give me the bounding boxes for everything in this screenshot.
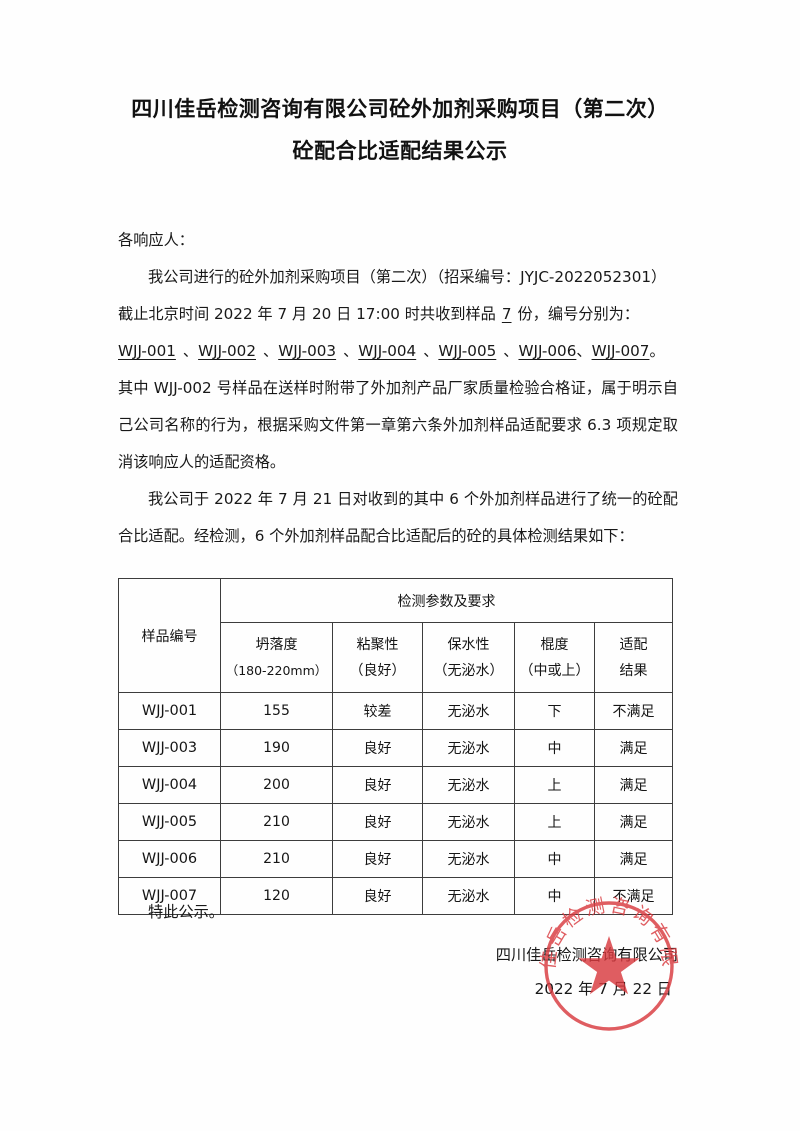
paragraph-3: 我公司于 2022 年 7 月 21 日对收到的其中 6 个外加剂样品进行了统一…: [118, 490, 678, 545]
header-cohesion-name: 粘聚性: [356, 636, 399, 653]
cell-sample-id: WJJ-004: [118, 766, 221, 804]
paragraph-2: 其中 WJJ-002 号样品在送样时附带了外加剂产品厂家质量检验合格证，属于明示…: [118, 379, 678, 471]
sep-5: 、: [503, 342, 519, 360]
cell-stiffness: 上: [514, 766, 595, 804]
signature-block: 四川佳岳检测咨询有限公司 2022 年 7 月 22 日: [360, 938, 678, 1006]
document-body: 各响应人： 我公司进行的砼外加剂采购项目（第二次）（招采编号：JYJC-2022…: [118, 222, 678, 555]
cell-stiffness: 下: [514, 692, 595, 730]
sep-6: 、: [576, 342, 592, 360]
cell-result: 满足: [593, 766, 674, 804]
cell-water-retention: 无泌水: [422, 692, 515, 730]
cell-water-retention: 无泌水: [422, 840, 515, 878]
cell-stiffness: 中: [514, 877, 595, 915]
title-line-1: 四川佳岳检测咨询有限公司砼外加剂采购项目（第二次）: [131, 96, 669, 121]
header-slump-name: 坍落度: [255, 636, 298, 653]
list-terminator: 。: [649, 342, 665, 360]
cell-sample-id: WJJ-006: [118, 840, 221, 878]
header-water-retention-name: 保水性: [447, 636, 490, 653]
cell-result: 满足: [593, 729, 674, 767]
results-table-wrapper: 样品编号 检测参数及要求 坍落度 （180-220mm） 粘聚性 （良好） 保水…: [118, 578, 674, 915]
sep-3: 、: [343, 342, 359, 360]
table-header-row-sub: 坍落度 （180-220mm） 粘聚性 （良好） 保水性 （无泌水） 棍度 （中…: [119, 622, 674, 693]
cell-slump: 190: [220, 729, 333, 767]
header-slump-unit: （180-220mm）: [225, 662, 328, 678]
paragraph-1-line-2: 截止北京时间 2022 年 7 月 20 日 17:00 时共收到样品 7 份，编号…: [118, 296, 678, 333]
cell-slump: 210: [220, 840, 333, 878]
sample-id-3: WJJ-003: [278, 342, 337, 360]
header-result-unit: 结果: [619, 662, 648, 679]
cell-result: 满足: [593, 803, 674, 841]
cell-cohesion: 良好: [332, 729, 423, 767]
cell-slump: 155: [220, 692, 333, 730]
cell-sample-id: WJJ-001: [118, 692, 221, 730]
header-slump: 坍落度 （180-220mm）: [220, 622, 333, 693]
cell-cohesion: 良好: [332, 766, 423, 804]
table-row: WJJ-006 210 良好 无泌水 中 满足: [118, 840, 674, 878]
cell-stiffness: 中: [514, 729, 595, 767]
header-water-retention: 保水性 （无泌水）: [422, 622, 515, 693]
header-stiffness-unit: （中或上）: [519, 662, 590, 679]
header-cohesion-unit: （良好）: [349, 662, 406, 679]
cell-stiffness: 上: [514, 803, 595, 841]
sample-count-prefix: 截止北京时间 2022 年 7 月 20 日 17:00 时共收到样品: [118, 305, 496, 323]
cell-water-retention: 无泌水: [422, 877, 515, 915]
table-row: WJJ-001 155 较差 无泌水 下 不满足: [118, 692, 674, 730]
cell-result: 满足: [593, 840, 674, 878]
header-result: 适配 结果: [593, 622, 674, 693]
cell-cohesion: 较差: [332, 692, 423, 730]
cell-result: 不满足: [593, 692, 674, 730]
sample-id-2: WJJ-002: [198, 342, 256, 360]
table-header-row-group: 样品编号 检测参数及要求: [118, 578, 674, 693]
cell-water-retention: 无泌水: [422, 766, 515, 804]
cell-sample-id: WJJ-005: [118, 803, 221, 841]
header-stiffness-name: 棍度: [540, 636, 569, 653]
salutation: 各响应人：: [118, 231, 194, 249]
cell-sample-id: WJJ-003: [118, 729, 221, 767]
header-water-retention-unit: （无泌水）: [433, 662, 504, 679]
table-row: WJJ-004 200 良好 无泌水 上 满足: [118, 766, 674, 804]
header-parameters-group: 检测参数及要求: [219, 578, 674, 623]
cell-slump: 200: [220, 766, 333, 804]
cell-cohesion: 良好: [332, 803, 423, 841]
cell-stiffness: 中: [514, 840, 595, 878]
sample-id-7: WJJ-007: [591, 342, 650, 360]
cell-cohesion: 良好: [332, 877, 423, 915]
sample-id-5: WJJ-005: [438, 342, 497, 360]
title-line-2: 砼配合比适配结果公示: [292, 138, 508, 163]
cell-water-retention: 无泌水: [422, 729, 515, 767]
cell-result: 不满足: [593, 877, 674, 915]
header-sample-id: 样品编号: [118, 578, 221, 693]
cell-cohesion: 良好: [332, 840, 423, 878]
sample-id-6: WJJ-006: [518, 342, 577, 360]
closing-notice: 特此公示。: [148, 903, 224, 921]
cell-slump: 120: [220, 877, 333, 915]
sample-id-4: WJJ-004: [358, 342, 417, 360]
sample-id-list: WJJ-001 、WJJ-002 、WJJ-003 、WJJ-004 、WJJ-005、…: [118, 333, 678, 370]
sample-count-value: 7: [501, 305, 512, 323]
header-stiffness: 棍度 （中或上）: [514, 622, 595, 693]
sep-2: 、: [263, 342, 279, 360]
table-row: WJJ-003 190 良好 无泌水 中 满足: [118, 729, 674, 767]
sample-id-1: WJJ-001: [118, 342, 176, 360]
paragraph-1-line-1: 我公司进行的砼外加剂采购项目（第二次）（招采编号：JYJC-2022052301…: [148, 268, 667, 286]
header-cohesion: 粘聚性 （良好）: [332, 622, 423, 693]
document-title: 四川佳岳检测咨询有限公司砼外加剂采购项目（第二次） 砼配合比适配结果公示: [100, 88, 700, 172]
cell-water-retention: 无泌水: [422, 803, 515, 841]
signature-date: 2022 年 7 月 22 日: [534, 980, 672, 998]
signature-company: 四川佳岳检测咨询有限公司: [495, 946, 678, 964]
sep-1: 、: [182, 342, 199, 360]
sep-4: 、: [423, 342, 439, 360]
cell-slump: 210: [220, 803, 333, 841]
results-table: 样品编号 检测参数及要求 坍落度 （180-220mm） 粘聚性 （良好） 保水…: [118, 578, 674, 915]
header-result-name: 适配: [619, 636, 648, 653]
sample-count-suffix: 份，编号分别为：: [517, 305, 640, 323]
table-row: WJJ-005 210 良好 无泌水 上 满足: [118, 803, 674, 841]
